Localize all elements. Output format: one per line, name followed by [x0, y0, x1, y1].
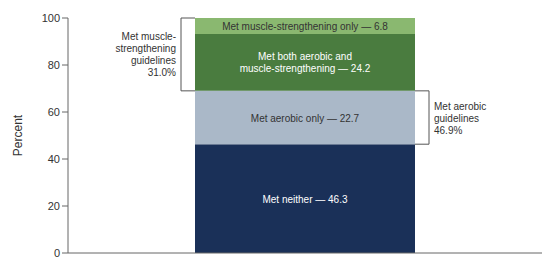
- svg-text:100: 100: [42, 12, 60, 24]
- svg-text:Percent: Percent: [11, 114, 25, 156]
- svg-text:Met aerobicguidelines46.9%: Met aerobicguidelines46.9%: [434, 100, 486, 135]
- svg-text:Met neither — 46.3: Met neither — 46.3: [262, 193, 347, 204]
- svg-text:40: 40: [48, 153, 60, 165]
- svg-text:80: 80: [48, 59, 60, 71]
- svg-text:Met muscle-strengtheningguidel: Met muscle-strengtheningguidelines31.0%: [115, 31, 176, 78]
- svg-text:0: 0: [54, 247, 60, 259]
- svg-text:Met both aerobic andmuscle-str: Met both aerobic andmuscle-strengthening…: [240, 51, 371, 74]
- svg-text:20: 20: [48, 200, 60, 212]
- svg-text:Met aerobic only — 22.7: Met aerobic only — 22.7: [251, 112, 360, 123]
- svg-text:60: 60: [48, 106, 60, 118]
- svg-text:Met muscle-strengthening only: Met muscle-strengthening only — 6.8: [222, 20, 388, 31]
